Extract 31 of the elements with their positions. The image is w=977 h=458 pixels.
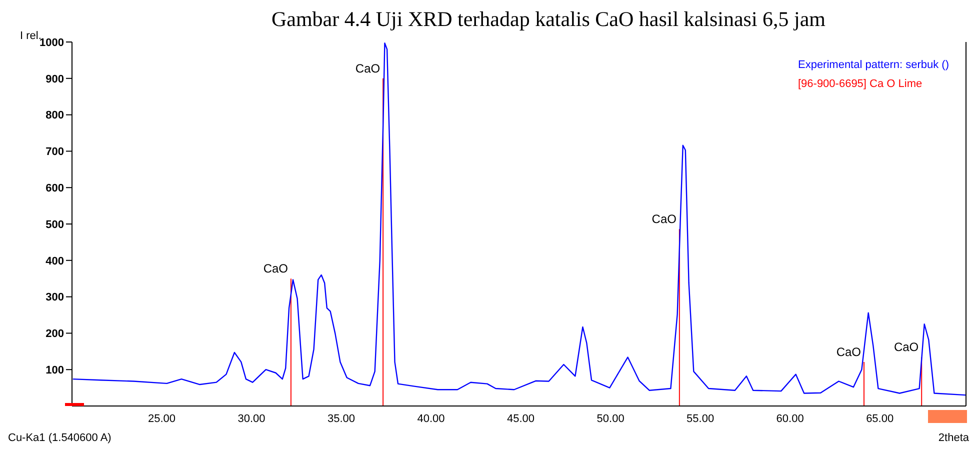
y-tick-label: 200	[46, 328, 64, 340]
x-tick-label: 65.00	[866, 412, 894, 425]
text: [96-900-6695] Ca O Lime	[798, 77, 924, 92]
y-tick-label: 800	[46, 110, 64, 122]
annotation: CaO	[355, 61, 380, 76]
chart-title: Gambar 4.4 Uji XRD terhadap katalis CaO hasil kalsinasi 6,5 jam	[270, 7, 827, 31]
text: Experimental pattern: serbuk ()	[798, 58, 949, 73]
y-tick-label: 100	[46, 364, 64, 377]
y-axis-title: I rel.	[20, 30, 42, 42]
y-tick-label: 900	[46, 73, 64, 86]
y-tick-label: 700	[46, 146, 64, 158]
y-tick-label: 300	[46, 292, 64, 304]
annotation: CaO	[263, 262, 288, 276]
x-axis-title: 2theta	[938, 431, 969, 446]
x-tick-label: 60.00	[776, 412, 804, 425]
annotation: CaO	[894, 340, 919, 354]
y-tick-label: 1000	[40, 36, 64, 49]
annotation: CaO	[652, 212, 676, 226]
y-tick-label: 600	[46, 182, 64, 195]
x-tick-label: 35.00	[328, 412, 356, 425]
x-tick-label: 55.00	[686, 412, 714, 425]
text: Cu-Ka1 (1.540600 A)	[8, 431, 112, 446]
x-tick-label: 25.00	[148, 412, 176, 425]
x-tick-label: 40.00	[417, 412, 445, 425]
line-series	[72, 42, 966, 396]
y-tick-label: 400	[46, 255, 64, 268]
x-tick-label: 45.00	[507, 412, 535, 425]
x-tick-label: 30.00	[238, 412, 266, 425]
x-tick-label: 50.00	[596, 412, 624, 425]
annotation: CaO	[836, 344, 862, 359]
y-tick-label: 500	[46, 218, 64, 231]
